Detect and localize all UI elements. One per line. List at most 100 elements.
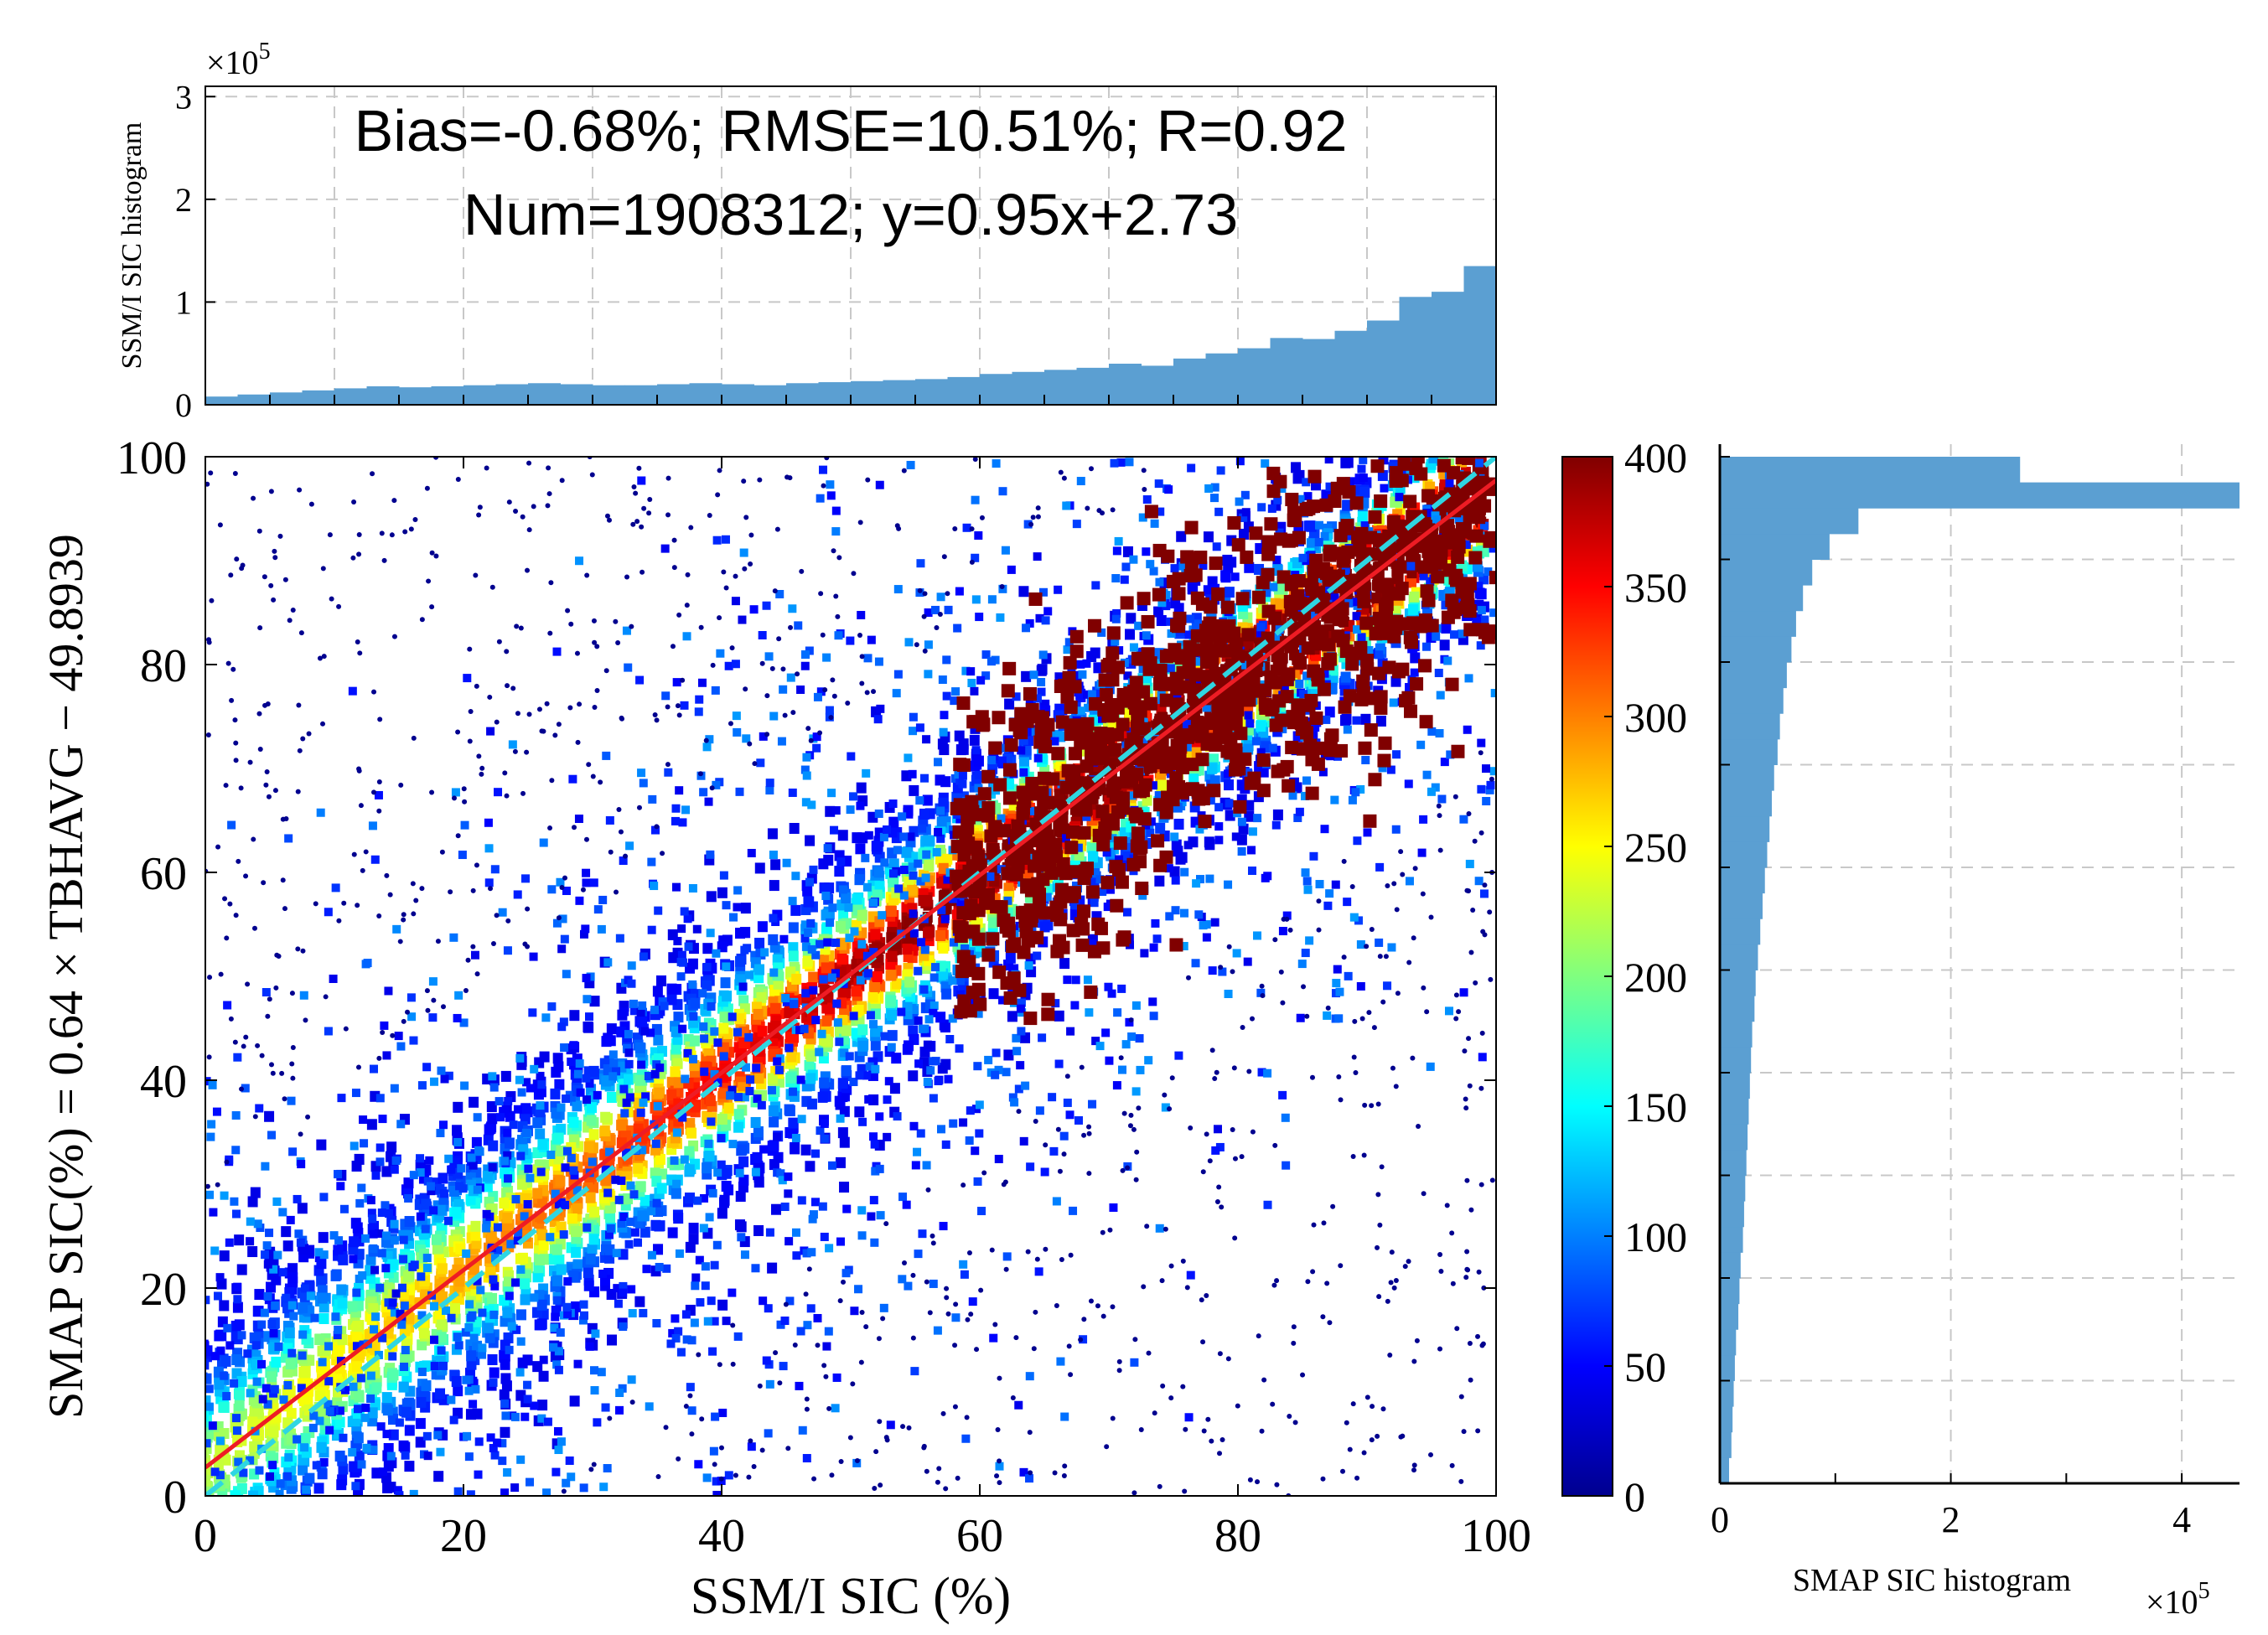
density-cell — [721, 1181, 732, 1193]
density-cell — [656, 975, 667, 986]
top-hist-ylabel: SSM/I SIC histogram — [117, 122, 148, 370]
density-cell — [739, 927, 750, 939]
density-cell — [401, 1406, 412, 1418]
density-cell — [317, 1292, 328, 1304]
density-cell — [466, 1350, 477, 1362]
top-hist-ticks — [205, 96, 1497, 406]
density-cell — [767, 1262, 778, 1274]
density-cell — [655, 1153, 665, 1165]
density-cell — [805, 835, 816, 846]
density-cell — [520, 1294, 531, 1306]
density-cell — [1155, 822, 1166, 834]
density-cell — [1204, 839, 1215, 851]
top-hist-bar — [431, 385, 464, 405]
density-cell — [720, 977, 731, 989]
density-cell — [857, 909, 867, 921]
density-cell — [1224, 587, 1235, 598]
density-cell — [940, 776, 951, 788]
density-cell — [673, 1213, 684, 1224]
density-cell — [487, 1292, 498, 1304]
density-cell — [738, 1156, 749, 1167]
density-cell — [431, 1234, 442, 1245]
density-cell — [515, 1309, 526, 1321]
density-cell — [337, 1297, 348, 1309]
top-hist-bar — [334, 388, 367, 405]
density-cell — [623, 1074, 634, 1085]
density-cell — [367, 1415, 378, 1427]
density-cell — [453, 1101, 463, 1113]
density-cell — [484, 1332, 495, 1343]
density-cell — [287, 1263, 298, 1275]
density-cell — [416, 1396, 427, 1408]
density-cell — [786, 1051, 797, 1063]
density-cell — [330, 1270, 341, 1281]
density-cell — [836, 953, 847, 965]
density-cell — [205, 1345, 213, 1357]
density-cell — [421, 1380, 432, 1392]
density-cell — [400, 1353, 411, 1364]
density-cell — [398, 1440, 409, 1451]
density-cell — [220, 1355, 231, 1367]
density-cell — [398, 1381, 409, 1393]
density-cell — [254, 1289, 265, 1301]
density-cell — [823, 854, 834, 866]
density-cell — [654, 1087, 665, 1099]
density-cell — [872, 970, 883, 982]
density-cell — [907, 884, 918, 896]
density-cell — [904, 976, 915, 988]
density-cell — [740, 903, 751, 914]
density-cell — [909, 784, 919, 796]
density-cell — [417, 1339, 427, 1351]
density-cell — [1291, 462, 1302, 473]
density-cell — [919, 808, 930, 820]
density-cell — [318, 1312, 329, 1324]
density-cell — [935, 929, 946, 941]
density-cell — [1176, 530, 1187, 542]
density-cell — [770, 859, 781, 871]
top-hist-bar — [270, 392, 303, 405]
density-cell — [438, 1172, 448, 1184]
top-hist-bar — [1463, 266, 1497, 405]
top-hist-bar — [237, 394, 271, 405]
density-cell — [839, 1136, 850, 1148]
density-cell — [537, 1400, 548, 1411]
density-cell — [383, 1442, 394, 1454]
density-cell — [1156, 614, 1167, 626]
density-cell — [835, 921, 846, 933]
density-cell — [499, 1389, 510, 1400]
density-cell — [1003, 1049, 1014, 1061]
density-cell — [788, 950, 799, 962]
density-cell — [453, 1385, 463, 1397]
density-cell — [472, 1408, 483, 1420]
density-cell — [532, 1187, 543, 1199]
density-cell — [1256, 721, 1266, 732]
density-cell — [667, 1227, 678, 1239]
density-cell — [314, 1334, 325, 1346]
top-hist-bar — [1109, 363, 1142, 405]
density-cell — [902, 944, 913, 955]
top-hist-bars — [205, 266, 1497, 405]
density-cell — [250, 1395, 261, 1407]
density-cell — [572, 1203, 583, 1214]
density-cell — [606, 1334, 617, 1346]
density-cell — [769, 1116, 779, 1128]
density-cell — [367, 1407, 378, 1419]
density-cell — [234, 1389, 245, 1401]
density-cell — [487, 1113, 498, 1125]
density-cell — [205, 1475, 211, 1487]
density-cell — [901, 846, 912, 858]
density-cell — [422, 1205, 432, 1217]
density-cell — [334, 1450, 345, 1462]
density-cell — [386, 1141, 397, 1153]
top-hist-bar — [1302, 339, 1335, 405]
density-cell — [684, 1193, 695, 1204]
density-cell — [316, 1139, 327, 1151]
density-cell — [652, 986, 663, 997]
density-cell — [556, 1264, 567, 1275]
density-cell — [706, 891, 717, 903]
density-cell — [484, 1124, 495, 1136]
top-hist-bar — [753, 385, 787, 405]
density-cell — [1173, 818, 1184, 830]
density-cell — [806, 1098, 817, 1110]
